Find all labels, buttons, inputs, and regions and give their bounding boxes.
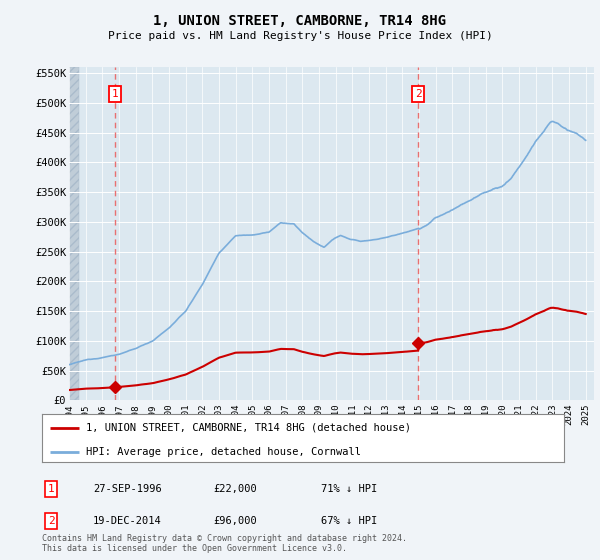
Text: £22,000: £22,000 [213, 484, 257, 494]
Text: 1, UNION STREET, CAMBORNE, TR14 8HG: 1, UNION STREET, CAMBORNE, TR14 8HG [154, 14, 446, 28]
Text: 27-SEP-1996: 27-SEP-1996 [93, 484, 162, 494]
Text: £96,000: £96,000 [213, 516, 257, 526]
Text: 1: 1 [47, 484, 55, 494]
Text: 19-DEC-2014: 19-DEC-2014 [93, 516, 162, 526]
Text: 67% ↓ HPI: 67% ↓ HPI [321, 516, 377, 526]
Text: HPI: Average price, detached house, Cornwall: HPI: Average price, detached house, Corn… [86, 446, 361, 456]
Text: 2: 2 [47, 516, 55, 526]
Text: 1: 1 [112, 89, 118, 99]
Text: Price paid vs. HM Land Registry's House Price Index (HPI): Price paid vs. HM Land Registry's House … [107, 31, 493, 41]
Text: 1, UNION STREET, CAMBORNE, TR14 8HG (detached house): 1, UNION STREET, CAMBORNE, TR14 8HG (det… [86, 423, 412, 433]
Text: 2: 2 [415, 89, 422, 99]
Text: 71% ↓ HPI: 71% ↓ HPI [321, 484, 377, 494]
Text: Contains HM Land Registry data © Crown copyright and database right 2024.
This d: Contains HM Land Registry data © Crown c… [42, 534, 407, 553]
